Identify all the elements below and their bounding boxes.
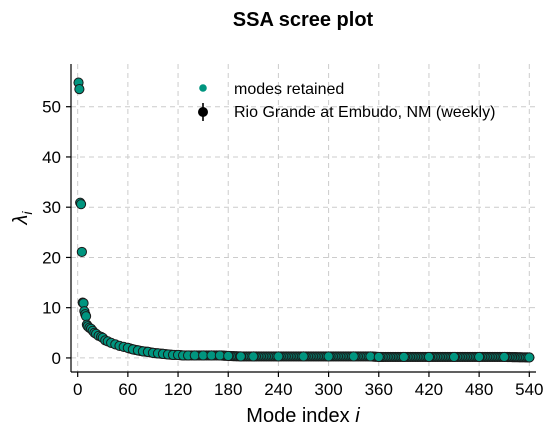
y-tick-label: 0 (52, 349, 61, 368)
data-point (248, 351, 259, 362)
data-point (298, 351, 309, 362)
x-tick-label: 360 (365, 380, 393, 399)
legend-marker-modes-retained (199, 84, 207, 92)
legend-marker-rio-grande (198, 107, 208, 117)
data-point (373, 351, 384, 363)
x-tick-label: 120 (164, 380, 192, 399)
data-point (398, 351, 409, 363)
x-ticks: 0 60 120 180 240 300 360 420 480 540 (73, 372, 543, 399)
chart-title: SSA scree plot (233, 9, 374, 31)
x-tick-label: 180 (214, 380, 242, 399)
y-tick-label: 20 (42, 248, 61, 267)
data-point (474, 351, 485, 363)
legend-label-modes-retained: modes retained (234, 81, 344, 98)
data-point (75, 199, 87, 210)
data-point (198, 350, 209, 361)
data-point (448, 351, 460, 363)
data-point (323, 351, 334, 362)
data-point (80, 311, 92, 322)
y-tick-label: 50 (42, 98, 61, 117)
y-tick-label: 40 (42, 148, 61, 167)
x-tick-label: 60 (118, 380, 137, 399)
data-point (189, 350, 200, 361)
data-point (206, 350, 217, 361)
y-axis-label-sub: i (19, 211, 35, 215)
x-tick-label: 0 (73, 380, 82, 399)
legend: modes retained Rio Grande at Embudo, NM … (198, 81, 495, 121)
data-point (423, 351, 435, 363)
data-point (214, 350, 225, 361)
grid-layer (71, 64, 536, 372)
y-tick-label: 10 (42, 299, 61, 318)
data-point (76, 246, 87, 258)
legend-label-rio-grande: Rio Grande at Embudo, NM (weekly) (234, 104, 495, 121)
data-point (365, 351, 376, 362)
x-tick-label: 240 (264, 380, 292, 399)
x-axis-label: Mode index i (246, 405, 360, 427)
x-tick-label: 480 (465, 380, 493, 399)
data-point (524, 352, 535, 363)
data-point (499, 351, 510, 363)
y-ticks: 0 10 20 30 40 50 (42, 98, 71, 368)
data-point (74, 84, 85, 95)
x-axis-label-text: Mode index (246, 405, 349, 427)
y-axis-label-lambda: λ (10, 215, 32, 226)
x-axis-label-var: i (355, 405, 360, 427)
x-tick-label: 300 (314, 380, 342, 399)
data-point (273, 351, 284, 362)
y-tick-label: 30 (42, 198, 61, 217)
points-layer (73, 77, 535, 363)
data-point (223, 350, 234, 362)
x-tick-label: 420 (415, 380, 443, 399)
x-tick-label: 540 (515, 380, 543, 399)
data-point (235, 351, 246, 362)
data-point (348, 351, 359, 362)
y-axis-label: λi (10, 211, 35, 226)
